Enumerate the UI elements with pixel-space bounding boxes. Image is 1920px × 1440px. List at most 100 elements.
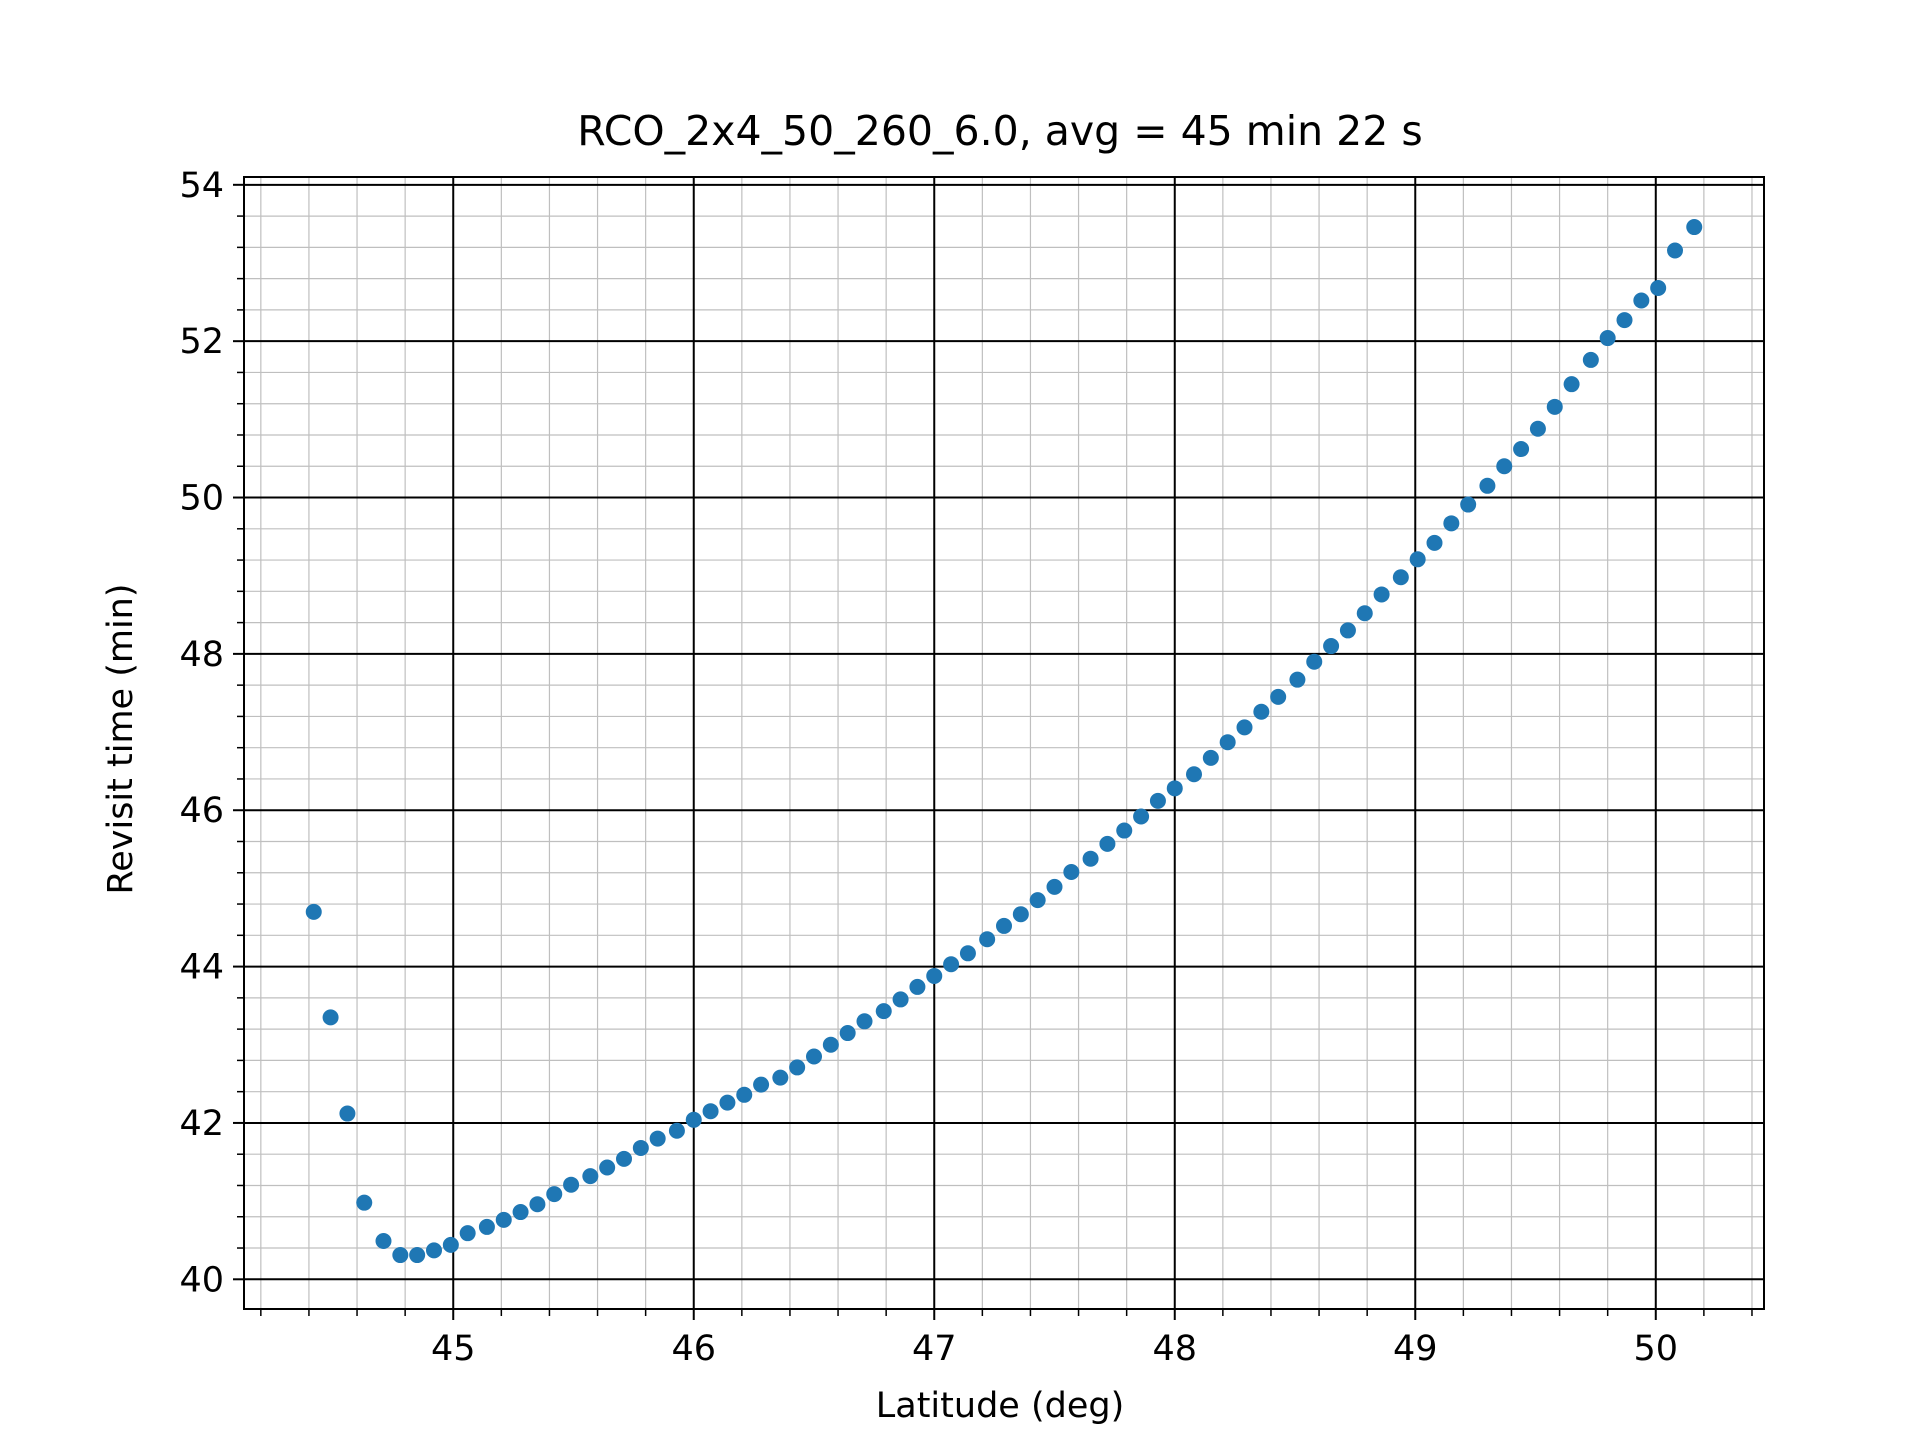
- data-point: [1149, 792, 1166, 809]
- data-point: [1186, 766, 1202, 783]
- data-point: [616, 1150, 632, 1167]
- data-point: [459, 1225, 476, 1242]
- data-point: [1443, 515, 1460, 532]
- y-tick-label: 54: [179, 166, 224, 206]
- data-point: [632, 1139, 649, 1156]
- data-point: [1029, 892, 1046, 909]
- data-point: [1323, 638, 1340, 655]
- data-point: [409, 1247, 426, 1264]
- data-point: [856, 1013, 873, 1030]
- data-point: [806, 1048, 822, 1065]
- x-axis-label: Latitude (deg): [876, 1386, 1124, 1426]
- x-tick-labels: 45 46 47 48 49 50: [431, 1329, 1678, 1369]
- y-tick-label: 46: [179, 791, 224, 831]
- data-point: [909, 978, 926, 995]
- y-axis-label: Revisit time (min): [101, 583, 141, 894]
- data-point: [1460, 496, 1477, 513]
- data-point: [478, 1218, 495, 1235]
- data-point: [1099, 835, 1116, 852]
- data-point: [305, 903, 322, 920]
- data-point: [1373, 586, 1390, 603]
- data-point: [375, 1232, 392, 1249]
- data-point: [339, 1105, 356, 1122]
- data-point: [426, 1242, 442, 1259]
- axis-ticks: [233, 183, 1753, 1320]
- data-point: [356, 1194, 373, 1211]
- data-point: [1236, 719, 1253, 736]
- data-point: [442, 1236, 459, 1253]
- data-point: [719, 1094, 736, 1111]
- y-tick-label: 40: [179, 1260, 224, 1300]
- data-point: [582, 1168, 599, 1185]
- x-tick-label: 48: [1152, 1329, 1197, 1369]
- data-point: [1409, 551, 1426, 568]
- data-point: [1633, 292, 1650, 309]
- data-point: [1306, 653, 1323, 670]
- data-point: [789, 1059, 806, 1076]
- data-point: [1616, 312, 1633, 329]
- data-point: [996, 917, 1012, 934]
- data-point: [563, 1176, 580, 1193]
- data-point: [736, 1086, 753, 1103]
- data-point: [772, 1069, 789, 1086]
- data-point: [959, 945, 976, 962]
- data-point: [1546, 398, 1563, 415]
- data-point: [1012, 906, 1029, 923]
- data-point: [839, 1025, 856, 1042]
- y-tick-label: 50: [179, 479, 224, 519]
- data-point: [1166, 780, 1183, 797]
- data-points: [305, 219, 1703, 1264]
- data-point: [1392, 569, 1409, 586]
- data-point: [1063, 863, 1080, 880]
- data-point: [685, 1111, 702, 1128]
- plot-area-frame: [243, 176, 1765, 1310]
- data-point: [702, 1103, 719, 1120]
- data-point: [1496, 458, 1513, 475]
- x-tick-label: 45: [431, 1329, 476, 1369]
- y-tick-label: 52: [179, 322, 224, 362]
- data-point: [1219, 734, 1236, 751]
- y-tick-label: 48: [179, 635, 224, 675]
- x-tick-label: 47: [912, 1329, 957, 1369]
- x-tick-label: 46: [671, 1329, 716, 1369]
- data-point: [599, 1159, 616, 1176]
- data-point: [1270, 688, 1287, 705]
- data-point: [1289, 671, 1306, 688]
- major-gridlines: [244, 177, 1764, 1309]
- data-point: [392, 1247, 409, 1264]
- data-point: [979, 931, 996, 948]
- minor-gridlines: [244, 177, 1764, 1309]
- data-point: [926, 967, 943, 984]
- y-tick-label: 42: [179, 1104, 224, 1144]
- data-point: [512, 1204, 529, 1221]
- data-point: [1513, 441, 1530, 458]
- data-point: [668, 1122, 685, 1139]
- chart-title: RCO_2x4_50_260_6.0, avg = 45 min 22 s: [577, 107, 1422, 155]
- data-point: [1599, 330, 1616, 347]
- y-tick-labels: 40 42 44 46 48 50 52 54: [179, 166, 224, 1300]
- y-tick-label: 44: [179, 948, 224, 988]
- data-point: [529, 1196, 546, 1213]
- data-point: [322, 1009, 339, 1026]
- data-point: [1563, 376, 1580, 393]
- data-point: [875, 1003, 892, 1020]
- data-point: [1650, 280, 1667, 297]
- data-point: [1133, 808, 1150, 825]
- data-point: [1339, 622, 1356, 639]
- data-point: [1479, 477, 1496, 494]
- data-point: [1046, 878, 1063, 895]
- data-point: [1529, 420, 1546, 437]
- data-point: [943, 956, 960, 973]
- data-point: [1426, 534, 1443, 551]
- data-point: [1582, 351, 1599, 368]
- data-point: [1253, 703, 1270, 720]
- data-point: [649, 1130, 666, 1147]
- data-point: [1116, 822, 1133, 839]
- data-point: [495, 1211, 512, 1228]
- data-point: [546, 1186, 563, 1203]
- data-point: [1667, 242, 1684, 259]
- data-point: [1686, 219, 1703, 236]
- data-point: [1082, 850, 1099, 867]
- data-point: [1202, 749, 1219, 766]
